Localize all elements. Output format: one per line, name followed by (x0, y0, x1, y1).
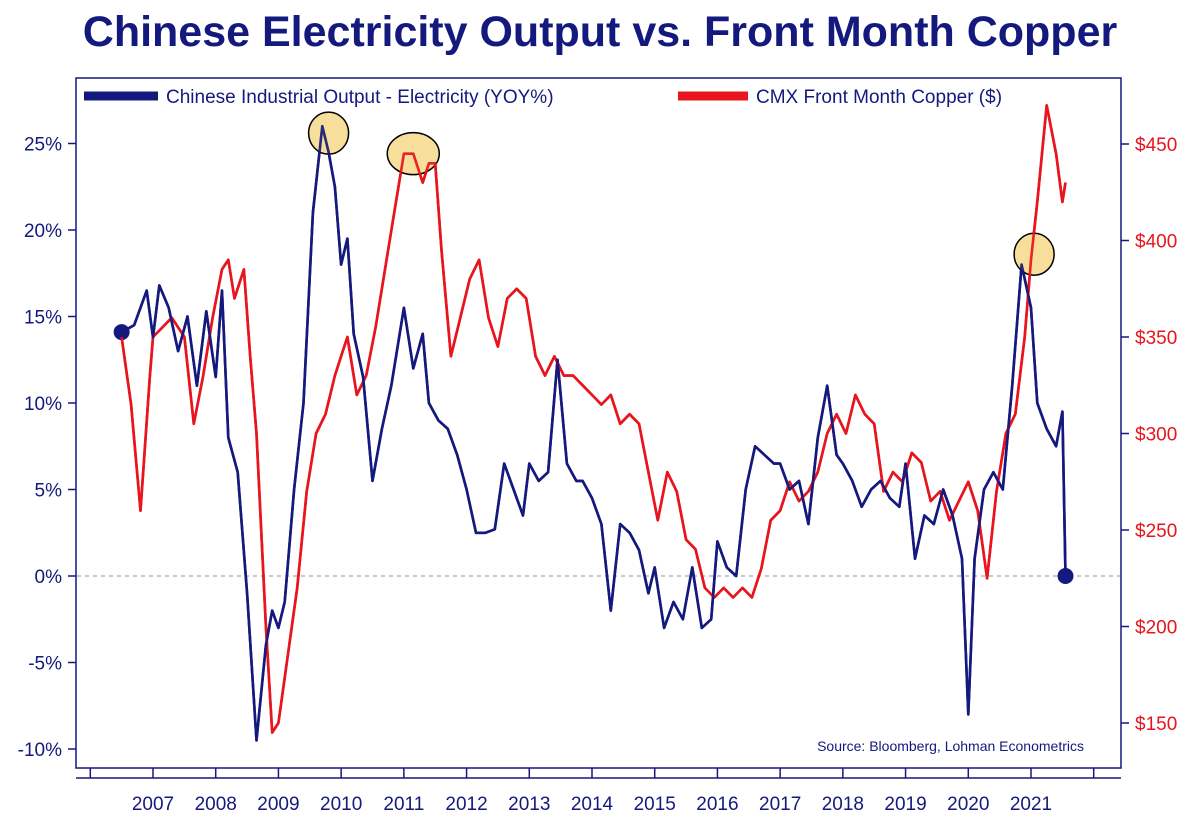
x-tick-label: 2007 (132, 794, 174, 815)
x-tick-label: 2015 (634, 794, 676, 815)
x-tick-label: 2018 (822, 794, 864, 815)
series-line-copper (120, 104, 1067, 734)
x-tick-label: 2013 (508, 794, 550, 815)
legend-label-copper: CMX Front Month Copper ($) (756, 87, 1002, 108)
series-line-copper (120, 104, 1067, 734)
right-tick-label: $450 (1135, 135, 1177, 156)
x-tick-label: 2017 (759, 794, 801, 815)
left-tick-label: 20% (24, 221, 62, 242)
x-tick-label: 2012 (445, 794, 487, 815)
left-tick-label: 25% (24, 135, 62, 156)
right-axis: $150 $200 $250 $300 $350 $400 $450 (1121, 135, 1177, 735)
annotation-layer (120, 104, 1067, 742)
source-note: Source: Bloomberg, Lohman Econometrics (817, 738, 1084, 754)
x-tick-label: 2020 (947, 794, 989, 815)
left-tick-label: -10% (18, 740, 62, 761)
series-line-electricity (120, 124, 1067, 742)
left-tick-label: 5% (35, 481, 63, 502)
series-layer (113, 104, 1074, 742)
left-tick-label: -5% (28, 654, 62, 675)
x-tick-label: 2011 (383, 794, 424, 815)
x-tick-label: 2014 (571, 794, 614, 815)
right-tick-label: $400 (1135, 232, 1177, 253)
right-tick-label: $200 (1135, 618, 1177, 639)
plot-frame (75, 77, 1122, 769)
series-line-electricity (120, 124, 1067, 742)
right-tick-label: $150 (1135, 714, 1177, 735)
left-tick-label: 10% (24, 394, 62, 415)
left-axis: -10% -5% 0% 5% 10% 15% 20% 25% (18, 135, 76, 761)
x-axis: 2007 2008 2009 2010 2011 2012 2013 2014 2015 2016… (76, 768, 1121, 815)
x-tick-label: 2019 (884, 794, 926, 815)
x-tick-label: 2016 (696, 794, 738, 815)
x-tick-label: 2010 (320, 794, 362, 815)
x-tick-label: 2021 (1010, 794, 1052, 815)
right-tick-label: $300 (1135, 425, 1177, 446)
x-tick-label: 2009 (257, 794, 299, 815)
legend: Chinese Industrial Output - Electricity … (84, 87, 1002, 108)
right-tick-label: $350 (1135, 328, 1177, 349)
chart-title: Chinese Electricity Output vs. Front Mon… (82, 8, 1118, 56)
x-tick-label: 2008 (195, 794, 237, 815)
left-tick-label: 15% (24, 308, 62, 329)
right-tick-label: $250 (1135, 521, 1177, 542)
legend-label-electricity: Chinese Industrial Output - Electricity … (166, 87, 554, 108)
left-tick-label: 0% (35, 567, 63, 588)
